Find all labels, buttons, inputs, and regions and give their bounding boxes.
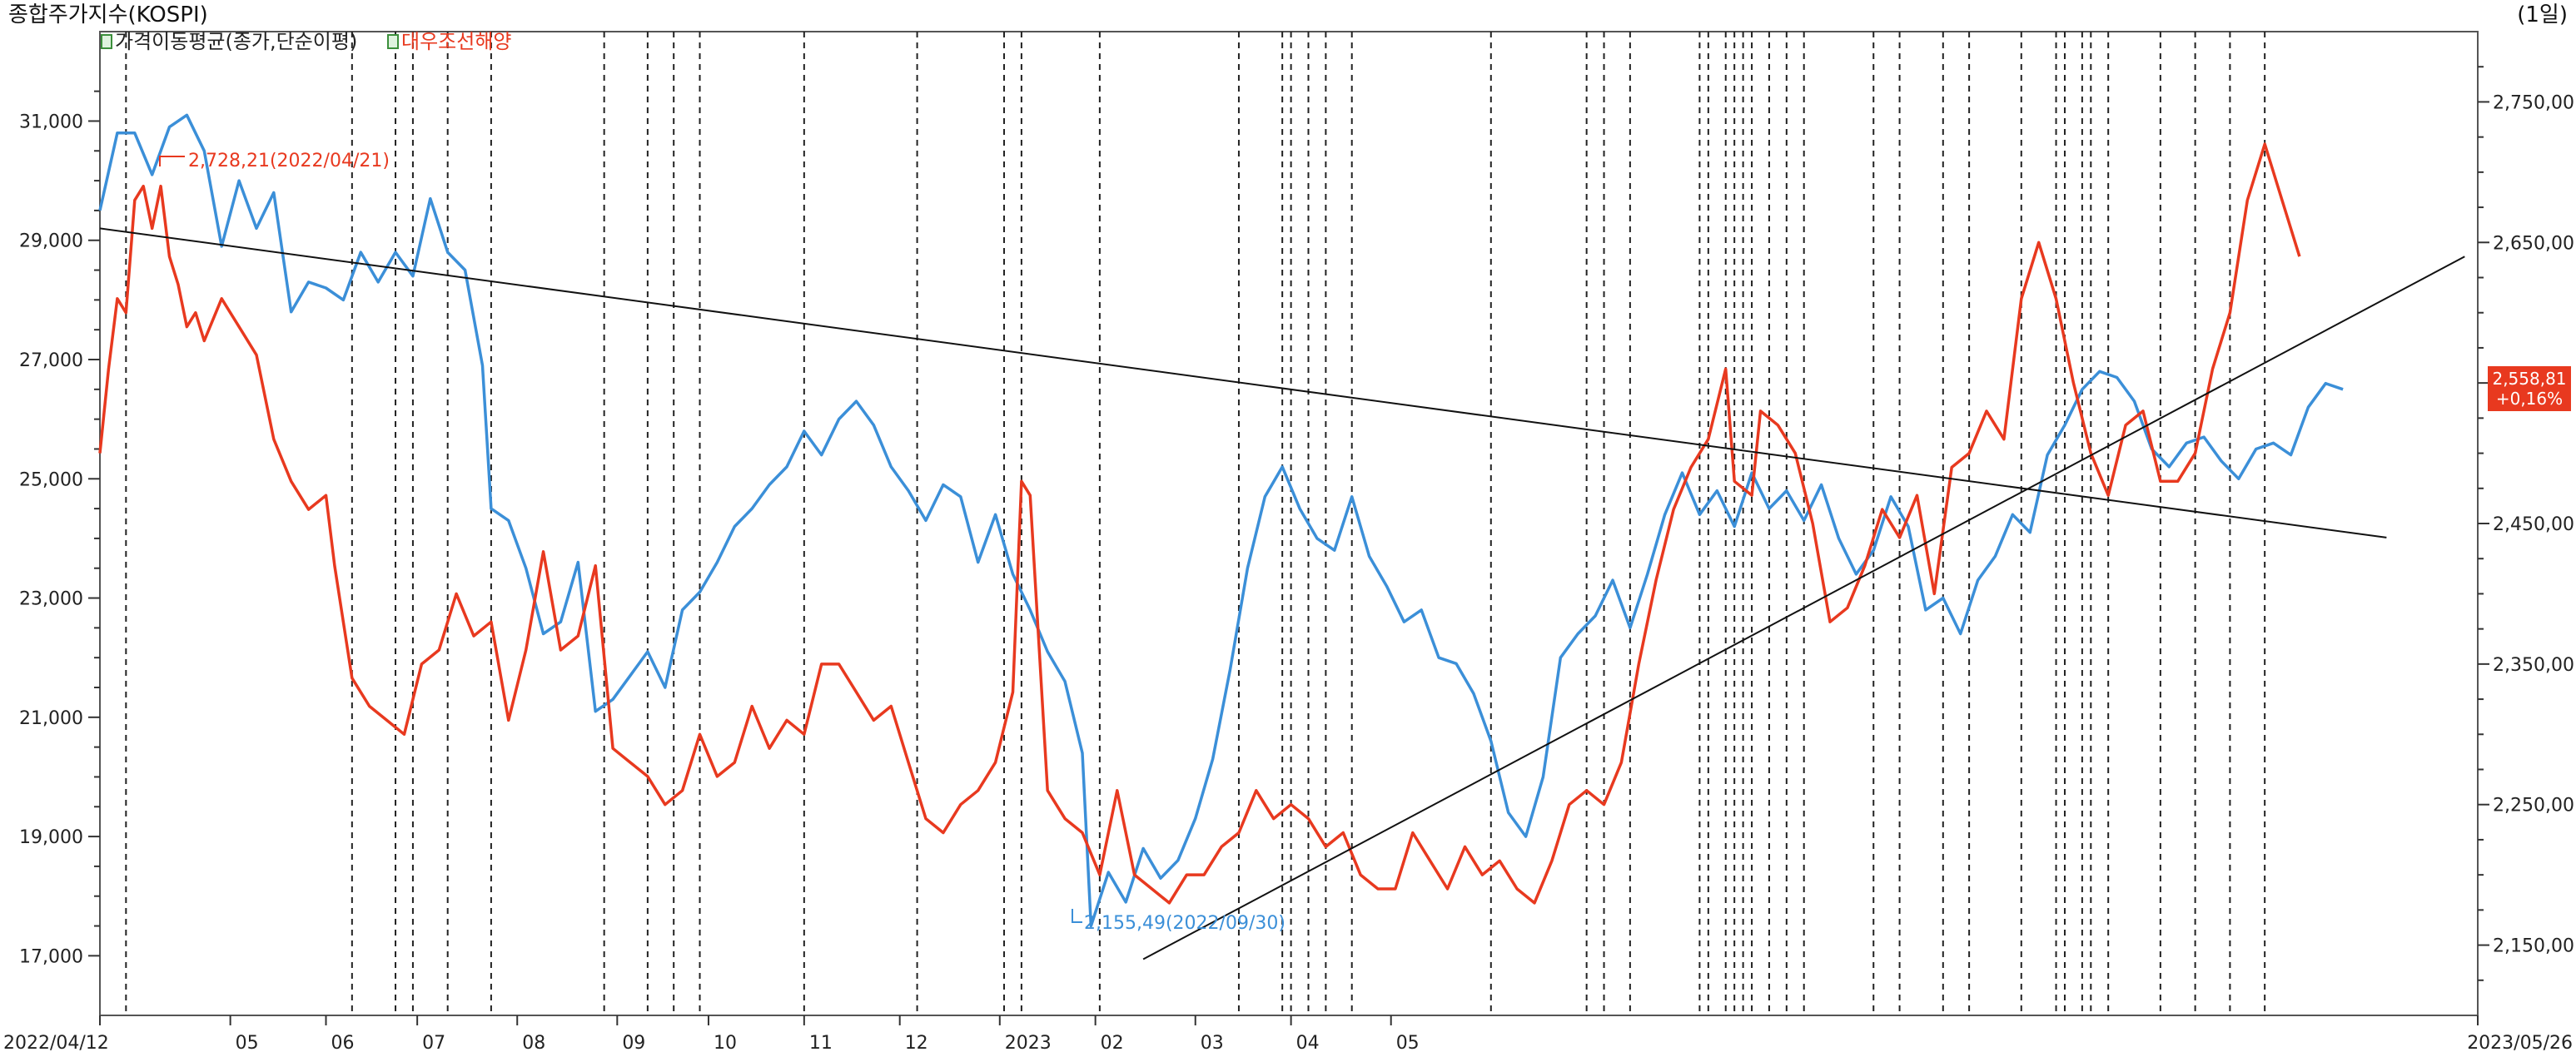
x-axis-label: 05: [1396, 1033, 1420, 1054]
series-line-1: [98, 142, 2301, 905]
legend: 가격이동평균(종가,단순이평) 대우조선해양: [101, 30, 511, 53]
x-axis-label: 2023: [1005, 1033, 1052, 1054]
left-axis-label: 19,000: [19, 827, 83, 848]
x-axis: 2022/04/12 05 06 07 08 09 10 11 12 2023 02 03 04 05 20…: [3, 1015, 2573, 1054]
chart-title: 종합주가지수(KOSPI): [8, 2, 208, 27]
series-layer: [98, 113, 2465, 960]
x-axis-label: 04: [1296, 1033, 1320, 1054]
annotation-high: 2,728,21(2022/04/21): [159, 151, 390, 171]
right-axis: 2,750,00 2,650,00 2,450,00 2,350,00 2,250,00…: [2478, 66, 2574, 981]
left-axis-label: 17,000: [19, 946, 83, 967]
x-axis-label: 07: [422, 1033, 445, 1054]
annotation-low: 2,155,49(2022/09/30): [1072, 909, 1286, 934]
current-value: 2,558,81: [2492, 369, 2566, 389]
current-value-badge: 2,558,81 +0,16%: [2488, 366, 2571, 411]
x-axis-label: 12: [905, 1033, 928, 1054]
x-axis-label: 03: [1201, 1033, 1224, 1054]
x-axis-label: 11: [809, 1033, 833, 1054]
x-axis-label: 02: [1101, 1033, 1124, 1054]
x-axis-label: 2022/04/12: [3, 1033, 109, 1054]
left-axis-label: 29,000: [19, 231, 83, 252]
current-badge-bg: [2488, 366, 2571, 411]
x-axis-label: 2023/05/26: [2467, 1033, 2573, 1054]
x-axis-label: 05: [236, 1033, 259, 1054]
series-line-0: [98, 113, 2344, 928]
left-axis-label: 23,000: [19, 589, 83, 610]
right-axis-label: 2,650,00: [2493, 233, 2574, 254]
x-axis-label: 09: [622, 1033, 645, 1054]
left-axis-label: 27,000: [19, 350, 83, 371]
series-line-3: [1142, 256, 2465, 960]
left-axis-label: 31,000: [19, 112, 83, 132]
left-axis: 31,000 29,000 27,000 25,000 23,000 21,000 19,0…: [19, 90, 100, 967]
left-axis-label: 21,000: [19, 708, 83, 729]
right-axis-label: 2,350,00: [2493, 655, 2574, 676]
series-line-2: [99, 227, 2387, 538]
x-axis-label: 08: [522, 1033, 545, 1054]
left-axis-label: 25,000: [19, 469, 83, 490]
plot-area: [99, 31, 2479, 1016]
x-axis-label: 10: [714, 1033, 737, 1054]
legend-swatch-ma: [101, 34, 112, 49]
x-axis-label: 06: [331, 1033, 355, 1054]
annotation-high-label: 2,728,21(2022/04/21): [188, 151, 390, 171]
legend-ma-label: 가격이동평균(종가,단순이평): [115, 30, 357, 53]
annotation-low-label: 2,155,49(2022/09/30): [1084, 913, 1286, 934]
right-axis-label: 2,450,00: [2493, 514, 2574, 535]
right-axis-label: 2,250,00: [2493, 796, 2574, 816]
right-axis-label: 2,750,00: [2493, 92, 2574, 113]
period-label: (1일): [2517, 2, 2568, 27]
legend-stock-label: 대우조선해양: [401, 30, 511, 53]
right-axis-label: 2,150,00: [2493, 936, 2574, 957]
legend-swatch-stock: [387, 34, 399, 49]
current-change: +0,16%: [2496, 389, 2563, 409]
